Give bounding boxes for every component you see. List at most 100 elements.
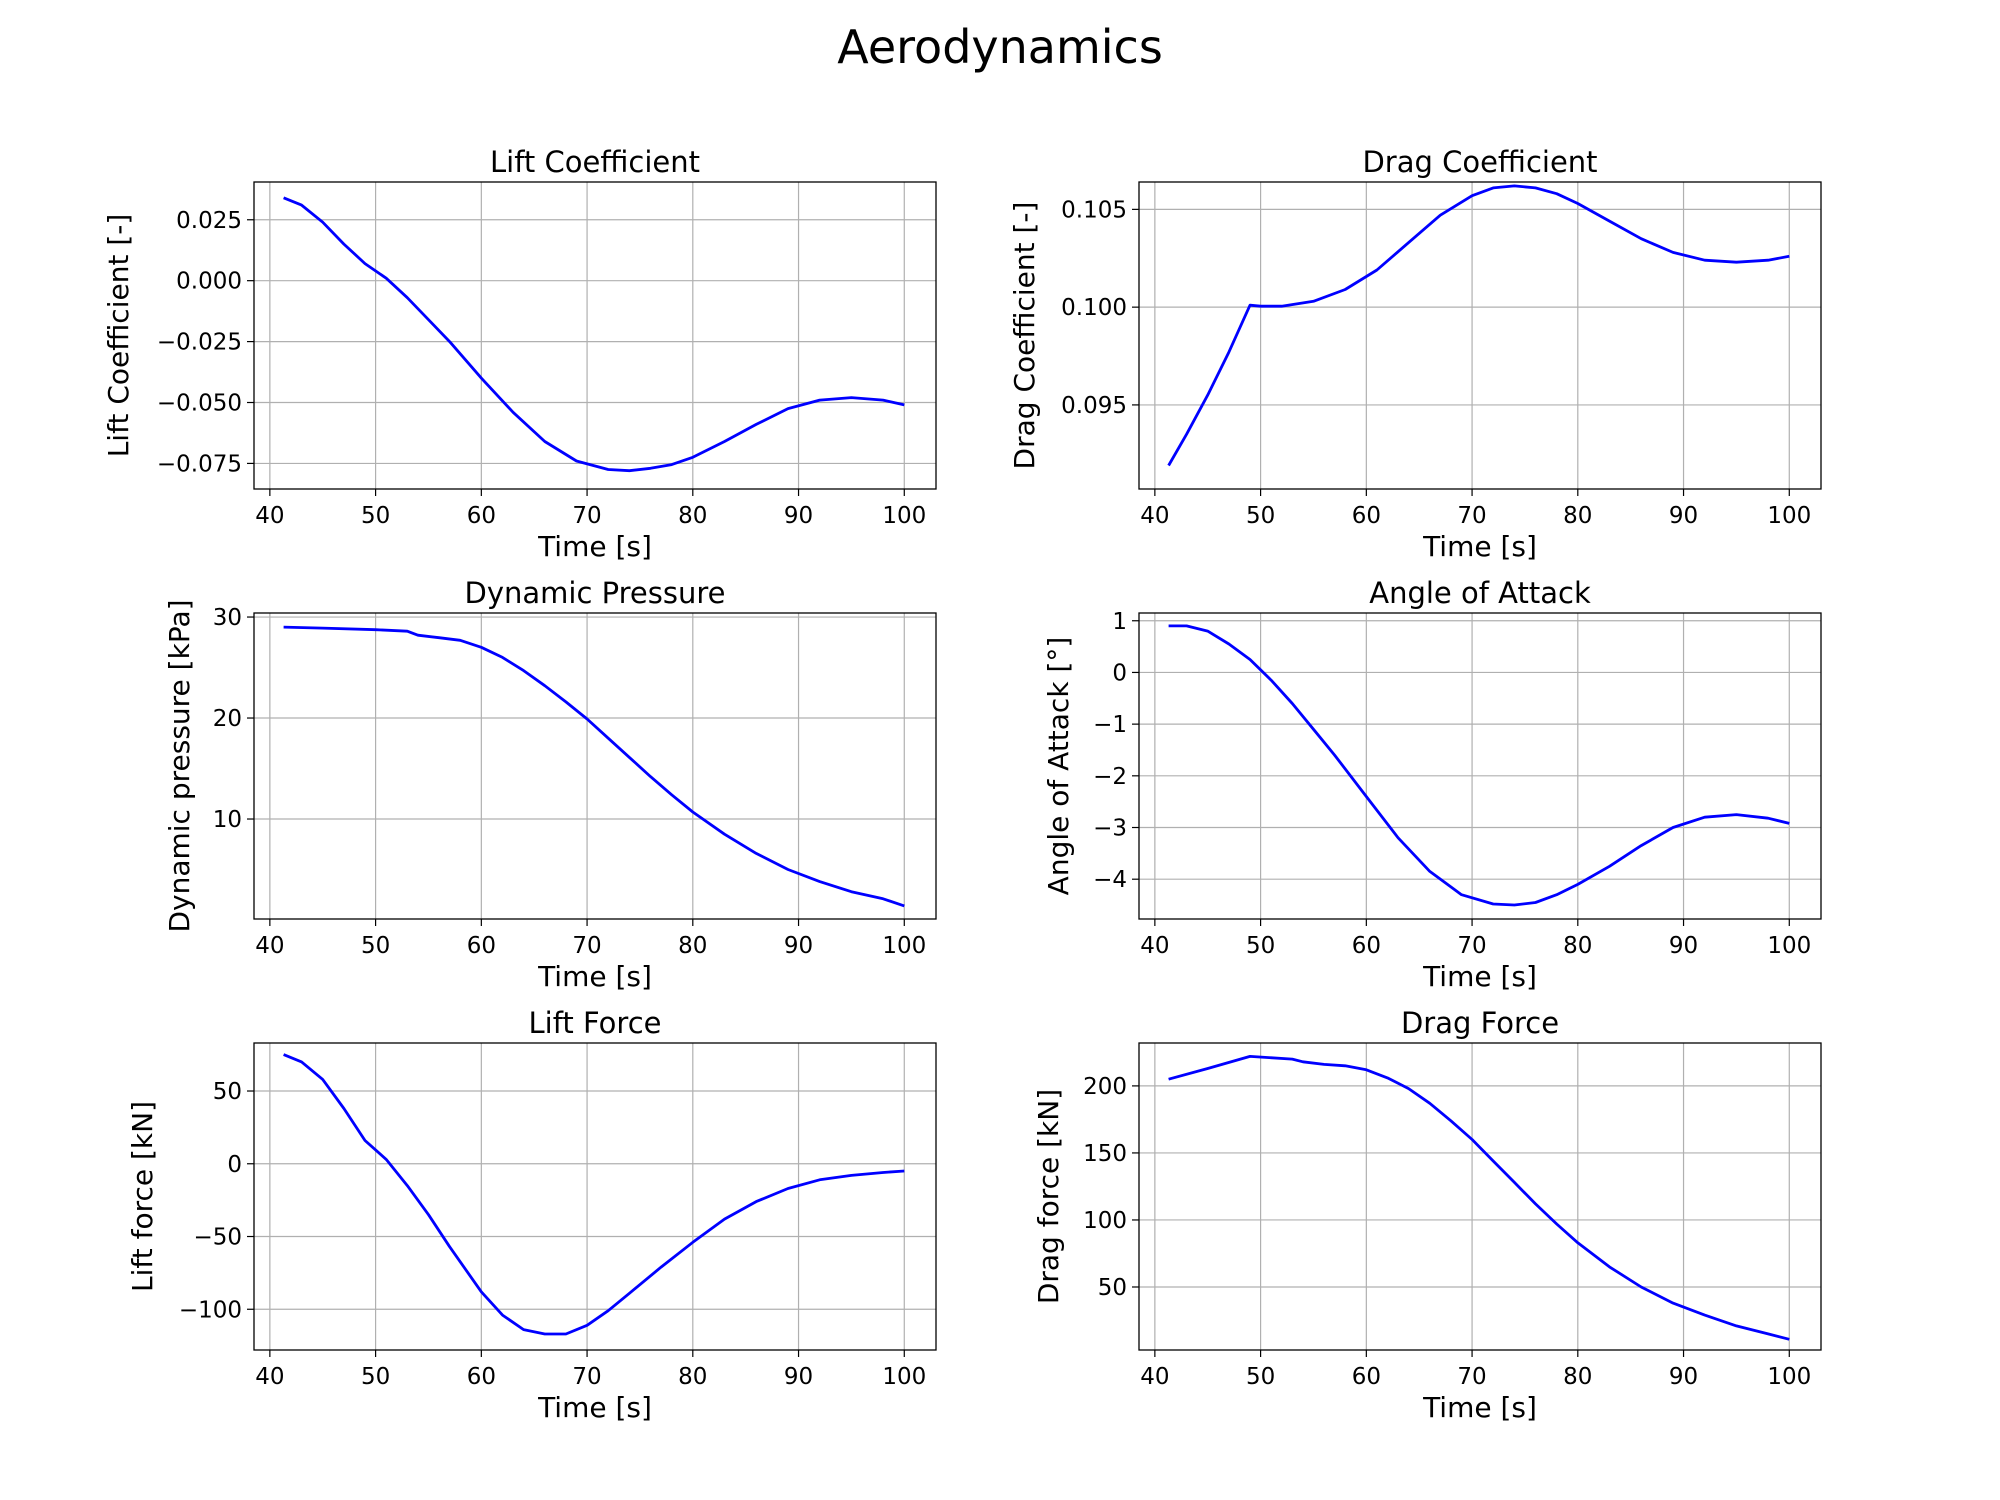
axes-frame bbox=[253, 1042, 937, 1351]
x-tick-label: 80 bbox=[1563, 933, 1592, 959]
chart-panel-3: 40 50 60 70 80 90 100 10 20 30 Dynamic Pressure Tim… bbox=[163, 576, 937, 993]
y-tick-label: 0.000 bbox=[176, 269, 242, 295]
chart-title: Lift Coefficient bbox=[490, 145, 700, 179]
chart-title: Drag Coefficient bbox=[1362, 145, 1597, 179]
x-tick-label: 40 bbox=[255, 933, 284, 959]
y-tick-label: 150 bbox=[1083, 1141, 1127, 1167]
x-tick-label: 60 bbox=[467, 1364, 496, 1390]
x-tick-label: 40 bbox=[1140, 503, 1169, 529]
x-axis-label: Time [s] bbox=[537, 530, 652, 563]
chart-title: Drag Force bbox=[1401, 1006, 1559, 1040]
x-tick-label: 50 bbox=[361, 503, 390, 529]
y-tick-label: 50 bbox=[1098, 1275, 1127, 1301]
y-tick-label: −0.050 bbox=[157, 391, 242, 417]
y-tick-label: 0.100 bbox=[1061, 295, 1127, 321]
x-tick-label: 50 bbox=[361, 1364, 390, 1390]
x-tick-label: 70 bbox=[1457, 503, 1486, 529]
y-axis-label: Angle of Attack [°] bbox=[1042, 637, 1075, 896]
x-tick-label: 80 bbox=[678, 1364, 707, 1390]
x-tick-label: 100 bbox=[1767, 1364, 1811, 1390]
y-axis-label: Lift Coefficient [-] bbox=[102, 214, 135, 458]
figure-title: Aerodynamics bbox=[837, 20, 1163, 74]
y-axis-label: Dynamic pressure [kPa] bbox=[163, 599, 196, 932]
x-tick-label: 90 bbox=[1669, 503, 1698, 529]
y-tick-label: 20 bbox=[213, 706, 242, 732]
chart-panel-1: 40 50 60 70 80 90 100 −0.075 −0.050 −0.025 0.000 0.… bbox=[102, 145, 937, 563]
x-tick-label: 50 bbox=[1246, 503, 1275, 529]
axes-frame bbox=[1138, 1042, 1822, 1351]
x-tick-label: 40 bbox=[255, 503, 284, 529]
x-tick-label: 60 bbox=[467, 503, 496, 529]
x-tick-label: 50 bbox=[1246, 1364, 1275, 1390]
y-axis-label: Drag Coefficient [-] bbox=[1008, 202, 1041, 470]
x-axis-label: Time [s] bbox=[537, 1391, 652, 1424]
x-tick-label: 70 bbox=[572, 1364, 601, 1390]
x-tick-label: 70 bbox=[572, 503, 601, 529]
x-tick-label: 80 bbox=[1563, 1364, 1592, 1390]
x-axis-label: Time [s] bbox=[537, 960, 652, 993]
axes-frame bbox=[1138, 181, 1822, 490]
y-tick-label: −1 bbox=[1093, 712, 1127, 738]
y-axis-label: Lift force [kN] bbox=[126, 1101, 159, 1292]
chart-title: Angle of Attack bbox=[1369, 576, 1591, 610]
y-tick-label: 10 bbox=[213, 807, 242, 833]
series-line bbox=[1168, 1055, 1790, 1341]
x-tick-label: 100 bbox=[1767, 933, 1811, 959]
x-tick-label: 70 bbox=[1457, 1364, 1486, 1390]
chart-panel-4: 40 50 60 70 80 90 100 −4 −3 −2 −1 0 1 Angle of Attack… bbox=[1042, 576, 1822, 993]
x-tick-label: 60 bbox=[1352, 933, 1381, 959]
y-axis-label: Drag force [kN] bbox=[1032, 1089, 1065, 1304]
series-line bbox=[283, 625, 905, 908]
y-tick-label: 0.095 bbox=[1061, 393, 1127, 419]
chart-title: Dynamic Pressure bbox=[465, 576, 726, 610]
chart-panel-6: 40 50 60 70 80 90 100 50 100 150 200 Drag Force Time… bbox=[1032, 1006, 1822, 1424]
x-tick-label: 80 bbox=[678, 933, 707, 959]
y-tick-label: 0.105 bbox=[1061, 197, 1127, 223]
x-axis-label: Time [s] bbox=[1422, 960, 1537, 993]
x-tick-label: 80 bbox=[1563, 503, 1592, 529]
y-tick-label: 200 bbox=[1083, 1074, 1127, 1100]
x-tick-label: 40 bbox=[1140, 933, 1169, 959]
x-tick-label: 50 bbox=[361, 933, 390, 959]
x-axis-label: Time [s] bbox=[1422, 530, 1537, 563]
y-tick-label: 0.025 bbox=[176, 208, 242, 234]
axes-frame bbox=[253, 612, 937, 920]
y-tick-label: −3 bbox=[1093, 816, 1127, 842]
x-tick-label: 100 bbox=[882, 933, 926, 959]
x-axis-label: Time [s] bbox=[1422, 1391, 1537, 1424]
x-tick-label: 100 bbox=[1767, 503, 1811, 529]
x-tick-label: 60 bbox=[1352, 503, 1381, 529]
series-line bbox=[283, 196, 905, 473]
x-tick-label: 40 bbox=[255, 1364, 284, 1390]
x-tick-label: 60 bbox=[1352, 1364, 1381, 1390]
y-tick-label: 30 bbox=[213, 605, 242, 631]
y-tick-label: 50 bbox=[213, 1079, 242, 1105]
x-tick-label: 80 bbox=[678, 503, 707, 529]
x-tick-label: 40 bbox=[1140, 1364, 1169, 1390]
x-tick-label: 90 bbox=[784, 503, 813, 529]
series-line bbox=[283, 1053, 905, 1336]
chart-panel-2: 40 50 60 70 80 90 100 0.095 0.100 0.105 Drag Coeff… bbox=[1008, 145, 1822, 563]
chart-title: Lift Force bbox=[529, 1006, 662, 1040]
axes-frame bbox=[1138, 612, 1822, 920]
y-tick-label: 0 bbox=[227, 1152, 242, 1178]
y-tick-label: −0.075 bbox=[157, 451, 242, 477]
x-tick-label: 50 bbox=[1246, 933, 1275, 959]
x-tick-label: 100 bbox=[882, 503, 926, 529]
x-tick-label: 90 bbox=[1669, 933, 1698, 959]
chart-panel-5: 40 50 60 70 80 90 100 −100 −50 0 50 Lift Force Time … bbox=[126, 1006, 937, 1424]
y-tick-label: −100 bbox=[179, 1297, 242, 1323]
y-tick-label: −50 bbox=[193, 1225, 242, 1251]
series-line bbox=[1168, 624, 1790, 907]
y-tick-label: 0 bbox=[1112, 660, 1127, 686]
axes-frame bbox=[253, 181, 937, 490]
y-tick-label: −0.025 bbox=[157, 330, 242, 356]
y-tick-label: −4 bbox=[1093, 867, 1127, 893]
series-line bbox=[1167, 184, 1790, 467]
x-tick-label: 90 bbox=[784, 933, 813, 959]
x-tick-label: 90 bbox=[1669, 1364, 1698, 1390]
x-tick-label: 70 bbox=[1457, 933, 1486, 959]
x-tick-label: 90 bbox=[784, 1364, 813, 1390]
x-tick-label: 70 bbox=[572, 933, 601, 959]
